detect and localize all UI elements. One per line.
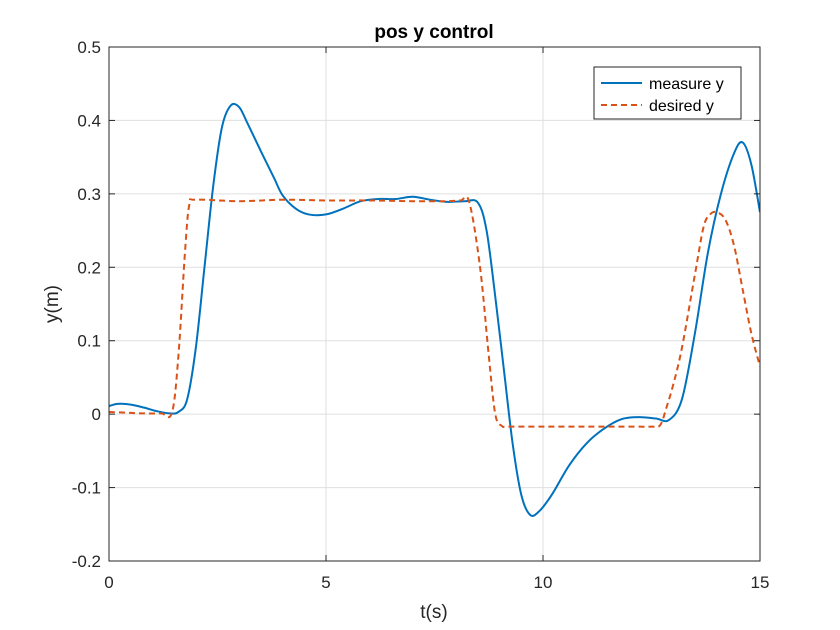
legend-label-measure-y: measure y	[649, 76, 724, 93]
legend-label-desired-y: desired y	[649, 98, 714, 115]
axis-ticks: 0 5 10 15 -0.2 -0.1 0 0.1 0.2 0.3 0.4 0.5	[72, 38, 770, 592]
plot-area	[109, 47, 760, 561]
series-line-desired-y	[109, 195, 760, 429]
y-tick-label: 0.4	[77, 111, 101, 130]
legend: measure y desired y	[593, 66, 742, 120]
y-axis-title: y(m)	[42, 285, 63, 323]
plot-frame	[108, 46, 761, 562]
x-tick-label: 10	[534, 573, 553, 592]
legend-box	[593, 66, 742, 120]
y-tick-label: -0.1	[72, 479, 101, 498]
x-tick-label: 5	[321, 573, 330, 592]
chart-title: pos y control	[374, 22, 493, 43]
y-tick-label: 0	[92, 405, 101, 424]
x-tick-label: 15	[751, 573, 770, 592]
y-tick-label: -0.2	[72, 552, 101, 571]
grid-lines	[109, 47, 760, 561]
series-line-measure-y	[109, 102, 760, 517]
y-tick-label: 0.2	[77, 258, 101, 277]
x-tick-label: 0	[104, 573, 113, 592]
x-axis-title: t(s)	[420, 602, 447, 623]
y-tick-label: 0.1	[77, 332, 101, 351]
y-tick-label: 0.5	[77, 38, 101, 57]
series-lines	[109, 102, 760, 517]
y-tick-label: 0.3	[77, 185, 101, 204]
